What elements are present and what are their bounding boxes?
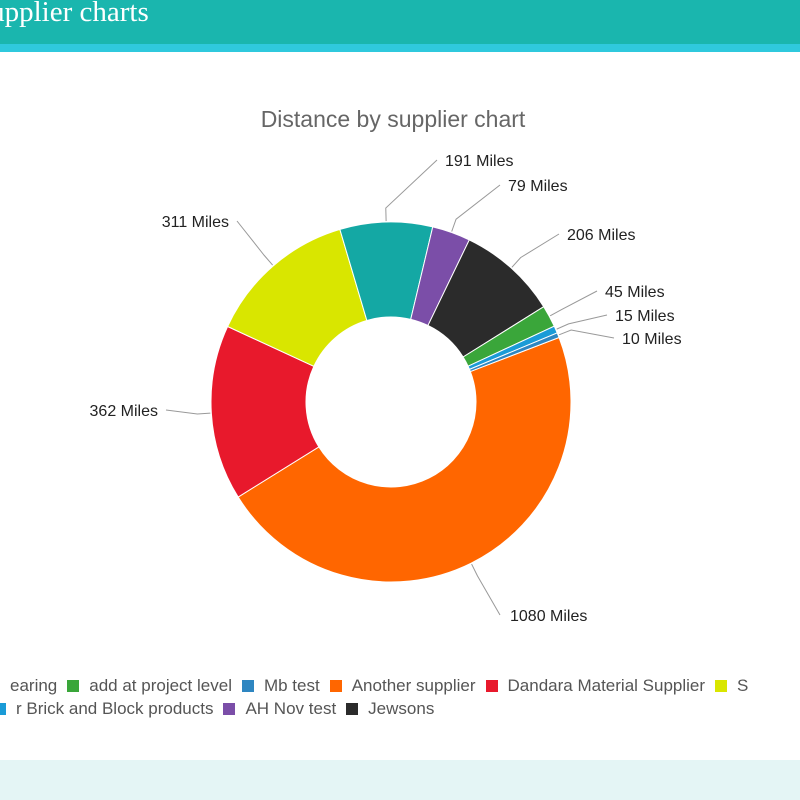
leader-line (549, 290, 598, 317)
leader-line (165, 409, 211, 415)
legend-row: r Brick and Block products AH Nov test Jew… (0, 699, 444, 719)
data-label: 1080 Miles (510, 608, 587, 625)
legend-item[interactable]: earing (0, 676, 57, 696)
legend-swatch (329, 680, 342, 692)
data-label: 15 Miles (615, 308, 675, 325)
donut-slice[interactable] (468, 332, 560, 373)
legend-swatch (241, 680, 254, 692)
donut-slice[interactable] (237, 336, 572, 583)
legend-label: Another supplier (351, 676, 476, 695)
page-header: Supplier charts (0, 0, 800, 44)
leader-line (511, 233, 560, 268)
legend-item[interactable]: Dandara Material Supplier (485, 676, 706, 696)
leader-line (558, 329, 615, 339)
legend-swatch (223, 703, 236, 715)
legend-label: add at project level (89, 676, 232, 695)
data-label: 362 Miles (90, 403, 158, 420)
data-label: 311 Miles (162, 214, 229, 231)
leader-line (471, 563, 501, 616)
chart-title: Distance by supplier chart (260, 106, 526, 132)
leader-line (556, 314, 608, 330)
legend-swatch (67, 680, 80, 692)
legend-item[interactable]: r Brick and Block products (0, 699, 213, 719)
legend-item[interactable]: AH Nov test (223, 699, 336, 719)
legend-item[interactable]: add at project level (67, 676, 232, 696)
data-label: 191 Miles (445, 153, 513, 170)
legend-swatch (715, 680, 728, 692)
legend-item[interactable]: Another supplier (329, 676, 476, 696)
leader-line (385, 159, 438, 222)
legend-row: earing add at project level Mb test Another… (0, 676, 758, 696)
chart-legend: earing add at project level Mb test Another… (0, 676, 800, 724)
data-label: 206 Miles (567, 227, 635, 244)
leader-line (236, 220, 273, 266)
legend-item[interactable]: S (715, 676, 748, 696)
legend-item[interactable]: Jewsons (346, 699, 434, 719)
legend-swatch (346, 703, 359, 715)
legend-label: r Brick and Block products (16, 699, 214, 718)
legend-swatch (0, 703, 6, 715)
legend-label: AH Nov test (245, 699, 337, 718)
data-label: 10 Miles (622, 331, 682, 348)
page-title: Supplier charts (0, 0, 149, 28)
legend-label: Jewsons (368, 699, 435, 718)
header-accent-strip (0, 44, 800, 52)
donut-slice[interactable] (210, 325, 320, 498)
data-label: 79 Miles (508, 178, 568, 195)
legend-label: earing (10, 676, 58, 695)
legend-item[interactable]: Mb test (241, 676, 320, 696)
legend-label: Mb test (263, 676, 320, 695)
page-footer (0, 760, 800, 800)
chart-panel (0, 52, 800, 760)
data-label: 45 Miles (605, 284, 665, 301)
legend-label: S (737, 676, 749, 695)
legend-label: Dandara Material Supplier (507, 676, 706, 695)
legend-swatch (485, 680, 498, 692)
leader-line (451, 184, 501, 232)
